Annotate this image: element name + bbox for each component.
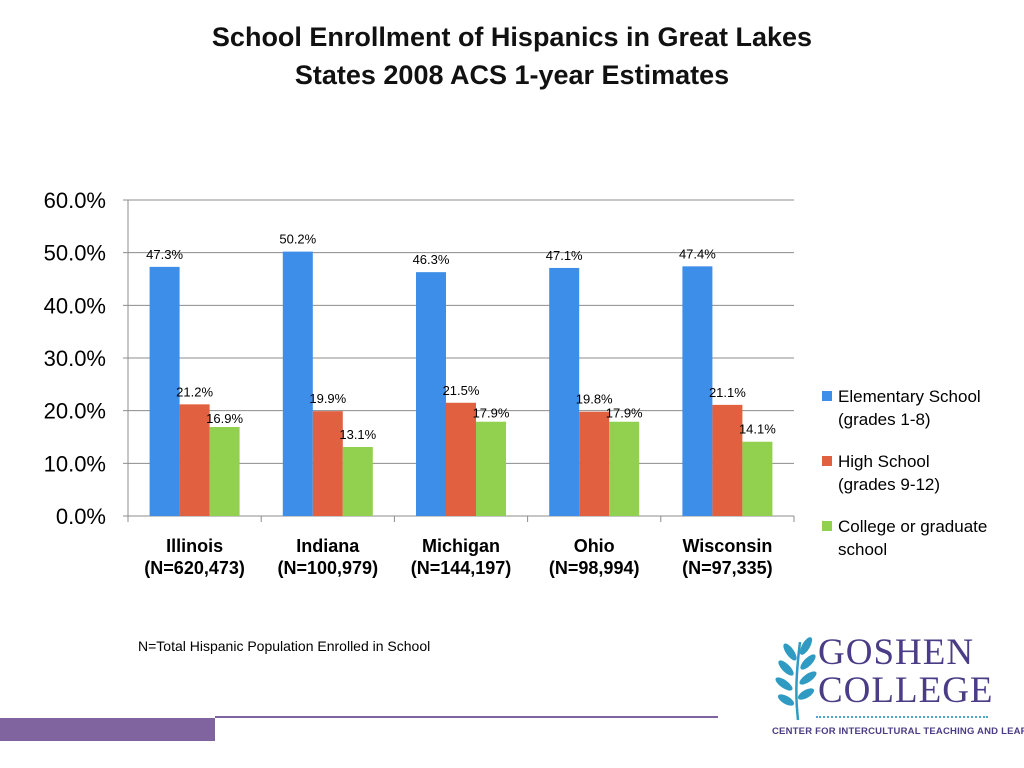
data-label: 19.9%: [309, 391, 346, 406]
bar: [446, 402, 476, 516]
logo-dotted-rule: [816, 716, 988, 718]
chart-title-line2: States 2008 ACS 1-year Estimates: [294, 60, 730, 90]
x-category-label: Illinois: [166, 536, 223, 556]
goshen-college-logo: GOSHEN COLLEGE CENTER FOR INTERCULTURAL …: [766, 632, 1024, 744]
chart-title: School Enrollment of Hispanics in Great …: [0, 18, 1024, 94]
data-label: 47.3%: [146, 247, 183, 262]
data-label: 13.1%: [339, 427, 376, 442]
legend-swatch: [822, 521, 832, 531]
bar: [149, 266, 180, 516]
bar: [416, 272, 446, 516]
y-tick-label: 10.0%: [44, 451, 106, 476]
data-label: 17.9%: [606, 406, 643, 421]
bar: [209, 426, 240, 516]
x-category-count: (N=100,979): [278, 558, 379, 578]
x-category-label: Ohio: [574, 536, 615, 556]
logo-subtitle: CENTER FOR INTERCULTURAL TEACHING AND LE…: [772, 726, 1024, 737]
footer-accent-line: [215, 716, 718, 718]
data-label: 21.1%: [709, 385, 746, 400]
leaf-icon: [775, 637, 817, 721]
data-label: 21.2%: [176, 384, 213, 399]
legend-swatch: [822, 391, 832, 401]
logo-name-line1: GOSHEN: [818, 632, 975, 673]
x-category-count: (N=144,197): [411, 558, 512, 578]
x-category-count: (N=97,335): [682, 558, 773, 578]
bar: [549, 267, 580, 516]
y-tick-label: 0.0%: [56, 504, 106, 529]
y-tick-label: 30.0%: [44, 346, 106, 371]
legend-label: (grades 9-12): [838, 475, 940, 494]
x-category-label: Michigan: [422, 536, 500, 556]
data-label: 47.1%: [546, 248, 583, 263]
x-category-label: Indiana: [296, 536, 360, 556]
bar: [342, 447, 373, 516]
legend-label: (grades 1-8): [838, 410, 931, 429]
bar: [579, 411, 610, 516]
y-tick-label: 40.0%: [44, 293, 106, 318]
bar: [742, 441, 773, 516]
x-category-count: (N=620,473): [144, 558, 245, 578]
data-label: 21.5%: [443, 383, 480, 398]
data-label: 17.9%: [473, 406, 510, 421]
bar: [682, 266, 713, 516]
bar: [712, 404, 743, 516]
x-category-label: Wisconsin: [682, 536, 772, 556]
data-label: 16.9%: [206, 411, 243, 426]
legend-swatch: [822, 456, 832, 466]
bar: [476, 421, 506, 516]
legend-label: College or graduate: [838, 517, 987, 536]
data-label: 47.4%: [679, 246, 716, 261]
bar: [312, 411, 343, 516]
legend-label: school: [838, 540, 887, 559]
footer-accent-block: [0, 718, 215, 741]
footnote: N=Total Hispanic Population Enrolled in …: [138, 638, 431, 654]
bar: [609, 421, 640, 516]
data-label: 19.8%: [576, 392, 613, 407]
bar: [179, 404, 210, 516]
x-category-count: (N=98,994): [549, 558, 640, 578]
y-tick-label: 60.0%: [44, 188, 106, 213]
y-tick-label: 50.0%: [44, 241, 106, 266]
bar-chart: 0.0% 10.0% 20.0% 30.0% 40.0% 50.0% 60.0% 47.3% 2…: [44, 188, 988, 578]
logo-name-line2: COLLEGE: [818, 670, 994, 711]
y-tick-label: 20.0%: [44, 399, 106, 424]
data-label: 46.3%: [413, 252, 450, 267]
chart-title-line1: School Enrollment of Hispanics in Great …: [211, 22, 813, 52]
legend-label: Elementary School: [838, 387, 981, 406]
bar: [282, 251, 313, 516]
data-label: 14.1%: [739, 422, 776, 437]
legend-label: High School: [838, 452, 930, 471]
data-label: 50.2%: [279, 232, 316, 247]
